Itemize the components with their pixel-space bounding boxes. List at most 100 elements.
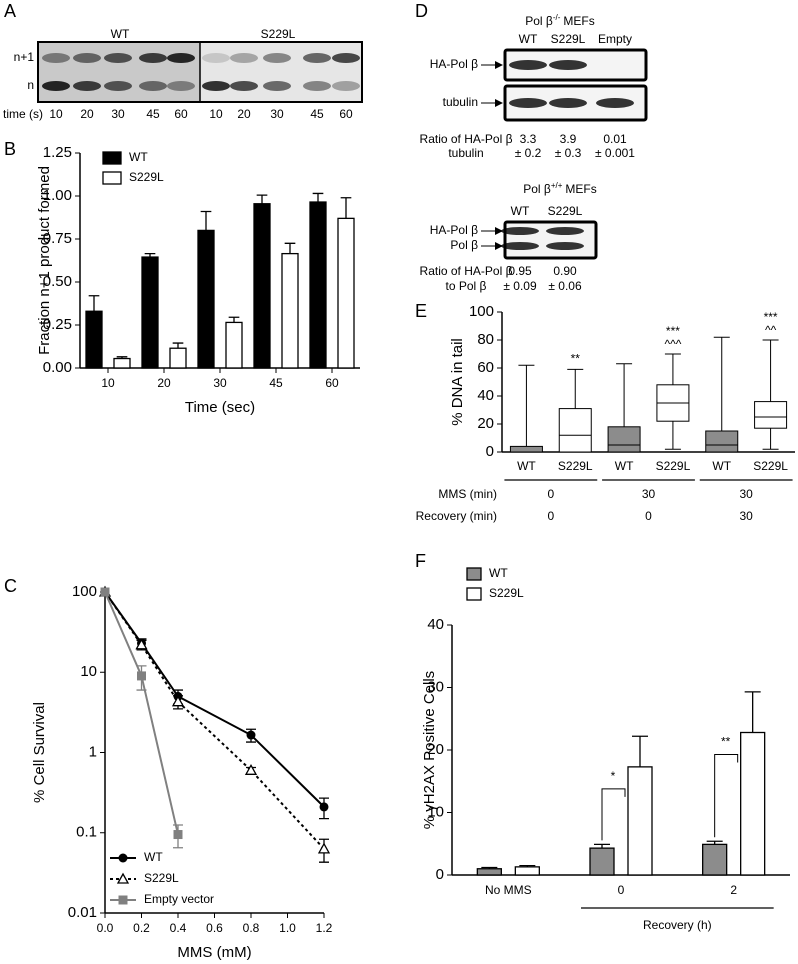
significance: ** — [721, 735, 731, 749]
marker — [171, 695, 185, 707]
gel-band — [509, 60, 547, 70]
condition-value: 0 — [547, 509, 554, 523]
gel-band — [167, 53, 195, 63]
error-bar — [256, 194, 268, 204]
panel-label: D — [415, 1, 428, 21]
ratio-error: ± 0.3 — [555, 146, 582, 160]
gel-title-part: Pol β — [523, 182, 551, 196]
gel-band — [202, 53, 230, 63]
x-tick-label: 0.6 — [206, 921, 223, 935]
x-axis-label: MMS (mM) — [177, 944, 251, 961]
ratio-label: Ratio of HA-Pol β — [420, 132, 513, 146]
lane-label: 10 — [49, 107, 63, 121]
gel-band — [332, 81, 360, 91]
error-bar — [706, 840, 723, 845]
panel-label: E — [415, 301, 427, 321]
y-tick-label: 0 — [486, 443, 494, 460]
gel-frame — [503, 48, 648, 82]
lane-label: 45 — [310, 107, 324, 121]
axis-label: time (s) — [3, 107, 43, 121]
lane-label: 20 — [237, 107, 251, 121]
y-tick-label: 1.25 — [43, 144, 72, 161]
legend-marker — [118, 895, 128, 905]
condition-label: Recovery (min) — [416, 509, 497, 523]
y-tick-label: 10 — [427, 803, 444, 820]
gel-band — [303, 81, 331, 91]
bar — [337, 217, 355, 369]
x-tick-label: 60 — [325, 376, 339, 390]
bar — [309, 201, 327, 369]
y-tick-label: 40 — [427, 616, 444, 633]
marker — [317, 842, 331, 854]
error-bar — [172, 342, 184, 349]
legend-label: Empty vector — [144, 892, 214, 906]
gel-band — [202, 81, 230, 91]
lane-label: 20 — [80, 107, 94, 121]
box — [509, 445, 543, 453]
box — [754, 401, 788, 429]
y-axis-label: % DNA in tail — [449, 338, 466, 426]
bar — [253, 203, 271, 369]
x-tick-label: 30 — [213, 376, 227, 390]
y-tick-label: 0 — [436, 866, 444, 883]
bar — [225, 321, 243, 369]
y-axis-label: Fraction n+1 product formed — [36, 166, 53, 355]
bar — [169, 347, 187, 369]
significance: ^^ — [765, 323, 777, 337]
y-tick-label: 20 — [427, 741, 444, 758]
series-line — [104, 591, 325, 808]
gel-band — [42, 81, 70, 91]
legend-swatch — [466, 587, 482, 601]
significance-bracket — [714, 754, 739, 838]
y-tick-label: 0.25 — [43, 316, 72, 333]
gel-title: Pol β+/+ MEFs — [523, 181, 597, 197]
x-tick-label: S229L — [753, 459, 788, 473]
bar — [476, 868, 502, 876]
y-axis-label: % γH2AX Positive Cells — [421, 671, 438, 829]
x-tick-label: 2 — [730, 883, 737, 897]
lane-label: S229L — [548, 204, 583, 218]
marker — [244, 763, 258, 775]
group-label: Recovery (h) — [643, 918, 712, 932]
gel-band — [73, 81, 101, 91]
x-tick-label: WT — [615, 459, 634, 473]
whisker — [664, 353, 681, 450]
condition-value: 0 — [547, 487, 554, 501]
error-bar — [594, 843, 610, 849]
y-axis-label: % Cell Survival — [31, 702, 48, 803]
error-bar — [632, 735, 648, 767]
row-label: n+1 — [14, 50, 35, 64]
gel-band — [139, 81, 167, 91]
ratio-label: tubulin — [448, 146, 483, 160]
significance: ** — [571, 352, 581, 366]
panel-label: F — [415, 551, 426, 571]
condition-value: 30 — [642, 487, 656, 501]
condition-label: MMS (min) — [438, 487, 497, 501]
x-tick-label: WT — [517, 459, 536, 473]
error-bar — [481, 866, 498, 869]
panel-label: B — [4, 139, 16, 159]
gel-band — [501, 242, 539, 250]
lane-label: WT — [511, 204, 530, 218]
legend-swatch — [102, 171, 122, 185]
gel-band — [230, 53, 258, 63]
bar — [85, 310, 103, 369]
y-tick-label: 80 — [477, 331, 494, 348]
x-axis-label: Time (sec) — [185, 399, 255, 416]
gel-band — [42, 53, 70, 63]
gel-band — [167, 81, 195, 91]
y-tick-label: 100 — [72, 583, 97, 600]
error-bar — [228, 316, 240, 323]
error-bar — [519, 864, 536, 867]
marker — [319, 802, 329, 812]
ratio-label: to Pol β — [446, 279, 487, 293]
box — [607, 426, 641, 453]
legend-label: WT — [489, 566, 508, 580]
legend-label: WT — [129, 150, 148, 164]
y-tick-label: 0.50 — [43, 273, 72, 290]
x-tick-label: 10 — [101, 376, 115, 390]
error-bar — [88, 295, 100, 312]
legend-marker — [116, 872, 130, 884]
y-tick-label: 0.1 — [76, 824, 97, 841]
